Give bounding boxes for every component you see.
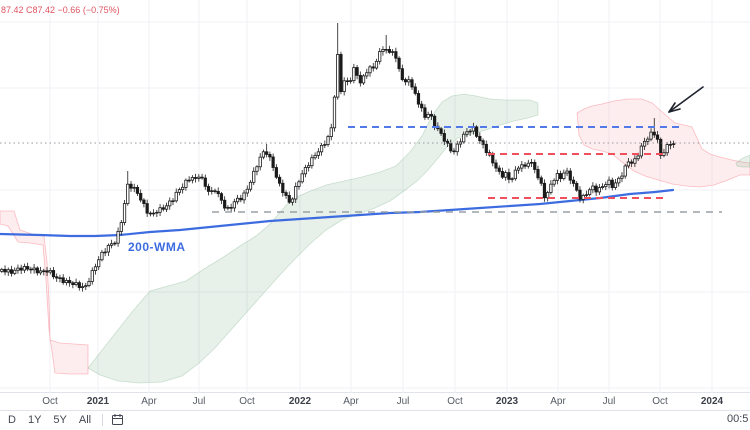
time-axis-tick-oct: Oct [652,396,668,407]
wma-200-line [0,188,675,238]
time-axis-tick-jul: Jul [396,396,410,407]
bear-cloud-right [576,98,750,188]
range-selector: D 1Y 5Y All [2,412,97,429]
time-axis-tick-oct: Oct [239,396,255,407]
time-axis-tick-2024: 2024 [700,396,724,407]
candlestick-chart-canvas[interactable] [0,0,750,393]
time-axis[interactable]: Oct 2021 Apr Jul Oct 2022 Apr Jul Oct 2023 Apr Jul O… [0,393,750,411]
time-axis-tick-oct: Oct [42,396,58,407]
range-button-5y[interactable]: 5Y [53,413,67,426]
price-chart-pane[interactable]: 87.42 C87.42 −0.66 (−0.75%) 200-WMA [0,0,750,393]
time-axis-tick-apr: Apr [141,396,157,407]
bottom-toolbar: D 1Y 5Y All 00:5 [0,411,750,429]
time-axis-tick-jul: Jul [192,396,206,407]
candle-series [0,23,676,292]
bull-cloud-right-sliver [735,154,750,168]
arrow-annotation-shaft [668,86,704,113]
range-button-1y[interactable]: 1Y [27,413,42,426]
time-axis-tick-jul: Jul [602,396,616,407]
time-axis-tick-2021: 2021 [86,396,110,407]
time-axis-tick-oct: Oct [447,396,463,407]
ohlc-readout: 87.42 C87.42 −0.66 (−0.75%) [1,5,120,15]
range-button-all[interactable]: All [78,413,92,426]
toolbar-divider [102,414,104,426]
session-clock: 00:5 [727,413,749,425]
time-axis-tick-apr: Apr [550,396,566,407]
time-axis-tick-2022: 2022 [288,396,312,407]
range-button-d[interactable]: D [8,413,16,426]
go-to-date-icon[interactable] [111,413,125,427]
wma-200-label[interactable]: 200-WMA [128,240,186,254]
arrow-annotation-head [668,102,681,113]
time-axis-tick-apr: Apr [343,396,359,407]
time-axis-tick-2023: 2023 [495,396,519,407]
bull-cloud-middle [87,93,539,384]
